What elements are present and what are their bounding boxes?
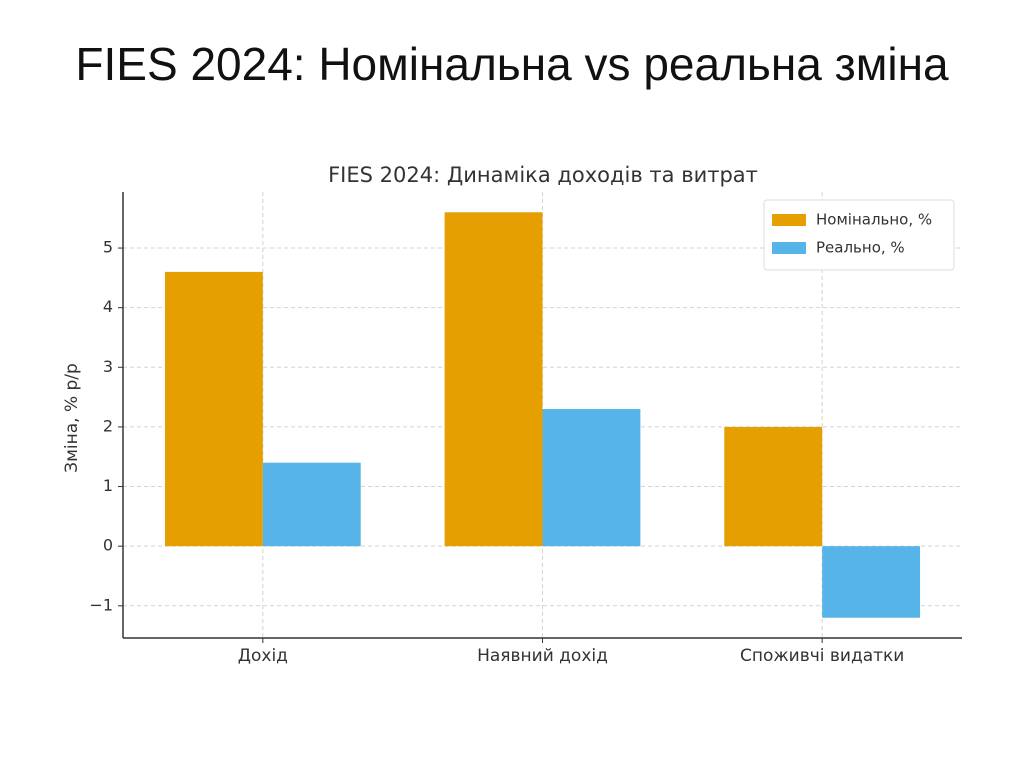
- y-tick-label: 3: [103, 357, 113, 376]
- y-axis-label: Зміна, % р/р: [62, 363, 82, 473]
- bar: [262, 462, 361, 547]
- y-tick-label: 2: [103, 416, 113, 435]
- y-tick-label: 4: [103, 297, 113, 316]
- x-tick-label: Споживчі видатки: [740, 646, 904, 666]
- slide-title: FIES 2024: Номінальна vs реальна зміна: [75, 38, 949, 90]
- legend-swatch: [772, 242, 806, 254]
- chart-title: FIES 2024: Динаміка доходів та витрат: [328, 163, 758, 187]
- legend-swatch: [772, 214, 806, 226]
- legend-label: Реально, %: [816, 239, 905, 257]
- y-tick-label: −1: [89, 595, 113, 614]
- bar: [164, 271, 263, 547]
- legend-box: [763, 199, 955, 271]
- x-tick-label: Наявний дохід: [477, 646, 608, 666]
- y-tick-label: 1: [103, 476, 113, 495]
- legend-label: Номінально, %: [816, 211, 932, 229]
- y-tick-label: 0: [103, 536, 113, 555]
- bar: [724, 426, 823, 547]
- x-tick-label: Дохід: [238, 646, 288, 666]
- bar: [822, 546, 921, 618]
- y-tick-label: 5: [103, 238, 113, 257]
- bar: [444, 212, 543, 547]
- bar: [542, 409, 641, 547]
